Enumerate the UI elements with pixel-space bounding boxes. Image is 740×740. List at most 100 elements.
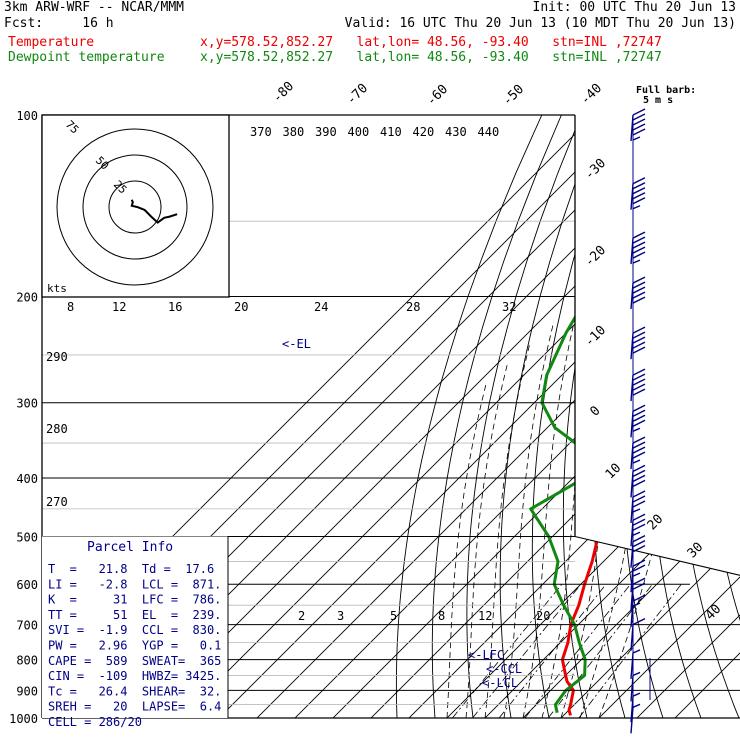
wind-barb-flag (632, 469, 646, 478)
wind-barb-flag (632, 182, 646, 190)
wind-barb-flag (632, 409, 646, 417)
dewpoint-legend-info: x,y=578.52,852.27 lat,lon= 48.56, -93.40… (200, 50, 662, 65)
wind-barb (630, 276, 646, 310)
wind-barb-flag (632, 446, 646, 454)
parcel-info-row: LI = -2.8 LCL = 871. (48, 577, 221, 591)
wind-barb (630, 703, 641, 734)
wind-barb-staff (630, 675, 634, 702)
isotherm (661, 115, 740, 718)
wind-barb-flag (632, 523, 646, 531)
wind-barb-flag (632, 535, 646, 543)
parcel-info-row: SVI = -1.9 CCL = 830. (48, 623, 221, 637)
theta-left-label: 290 (46, 350, 68, 364)
pressure-tick-label: 600 (16, 578, 38, 592)
wind-barb-half (632, 427, 641, 432)
wind-barb-flag (632, 331, 646, 339)
header-line1-right: Init: 00 UTC Thu 20 Jun 13 (532, 0, 737, 15)
isotherm (585, 115, 740, 718)
wind-barb (630, 108, 646, 142)
wind-barb-staff (630, 652, 634, 679)
isotherm-label: -60 (424, 82, 451, 109)
wind-barb-flag (632, 582, 646, 590)
dry-adiabat (677, 115, 740, 718)
parcel-info-row: TT = 51 EL = 239. (48, 608, 221, 622)
pressure-tick-label: 700 (16, 619, 38, 633)
wind-barb (630, 594, 646, 628)
moist-adiabat (503, 321, 555, 718)
mixing-ratio-line (578, 583, 682, 718)
wind-barb (630, 513, 646, 547)
wind-barb (630, 535, 646, 568)
moist-adiabat (465, 365, 508, 718)
wind-barb-flag (632, 594, 646, 602)
wind-barb (630, 671, 641, 702)
wind-barb-staff (630, 520, 634, 547)
pressure-tick-label: 200 (16, 291, 38, 305)
isotherm-label: 0 (587, 403, 603, 419)
wind-barb-staff (630, 411, 634, 438)
wind-barb-half (632, 671, 641, 677)
isotherm (167, 115, 740, 718)
wind-barb-half (632, 459, 641, 464)
mixing-ratio-label: 20 (234, 300, 248, 314)
wind-barb-half (632, 703, 641, 708)
wind-barb-flag (632, 545, 646, 553)
mixing-ratio-label: 24 (314, 300, 328, 314)
dry-adiabat (531, 115, 621, 718)
mixing-ratio-label: 16 (168, 300, 182, 314)
header-line2-left: Fcst: 16 h (4, 16, 114, 31)
wind-barb-staff (630, 696, 634, 723)
wind-barb-flag (632, 187, 646, 195)
dry-adiabat (499, 115, 602, 718)
wind-barb-flag (632, 197, 646, 205)
mixing-ratio-label: 28 (406, 300, 420, 314)
isotherm (547, 115, 740, 718)
wind-barb-half (632, 649, 641, 654)
isotherm (243, 115, 740, 718)
wind-barb-flag (632, 231, 646, 239)
wind-barb-flag (632, 341, 646, 349)
isotherm (319, 115, 740, 718)
level-marker: <-CCL (486, 662, 522, 676)
wind-barb-flag (632, 436, 646, 444)
wind-barb-flag (632, 326, 646, 334)
wind-barb-flag (632, 128, 646, 136)
mixing-ratio-low-label: 5 (390, 609, 397, 623)
wind-barb-flag (632, 276, 646, 284)
wind-barb-flag (632, 404, 646, 412)
isotherm-label: -50 (500, 82, 527, 109)
wind-barb-flag (632, 296, 646, 304)
wind-barb (630, 464, 646, 498)
header-line1-left: 3km ARW-WRF -- NCAR/MMM (4, 0, 185, 15)
mixing-ratio-label: 8 (67, 300, 74, 314)
wind-barb-flag (632, 336, 646, 344)
wind-barb-staff (630, 624, 634, 651)
wind-barb-flag (632, 368, 646, 376)
wind-barb (630, 649, 641, 679)
isotherm (623, 115, 740, 718)
wind-barb-flag (632, 192, 646, 200)
wind-barb-flag (632, 414, 646, 422)
wind-barb-half (632, 508, 641, 513)
isotherm (509, 115, 740, 718)
wind-barb-flag (632, 108, 646, 116)
wind-barb-flag (632, 286, 646, 294)
isotherm (433, 115, 740, 718)
wind-barb-flag (632, 246, 646, 254)
level-marker: <-LFC (468, 648, 504, 662)
wind-barb-staff (630, 443, 634, 470)
wind-barb-flag (632, 559, 646, 567)
parcel-info-row: CIN = -109 HWBZ= 3425. (48, 669, 221, 683)
parcel-info-row: K = 31 LFC = 786. (48, 593, 221, 607)
hodograph-ring (56, 128, 214, 286)
hodograph-trace (130, 199, 178, 224)
mixing-ratio-low-label: 8 (438, 609, 445, 623)
isotherm-label: -10 (582, 323, 609, 350)
mixing-ratio-label: 12 (112, 300, 126, 314)
temperature-legend-label: Temperature (8, 35, 95, 50)
barb-legend-label: Full barb: (636, 85, 696, 96)
wind-barb-flag (632, 441, 646, 449)
hodograph-unit-label: kts (47, 282, 67, 295)
wind-barb-flag (632, 236, 646, 244)
